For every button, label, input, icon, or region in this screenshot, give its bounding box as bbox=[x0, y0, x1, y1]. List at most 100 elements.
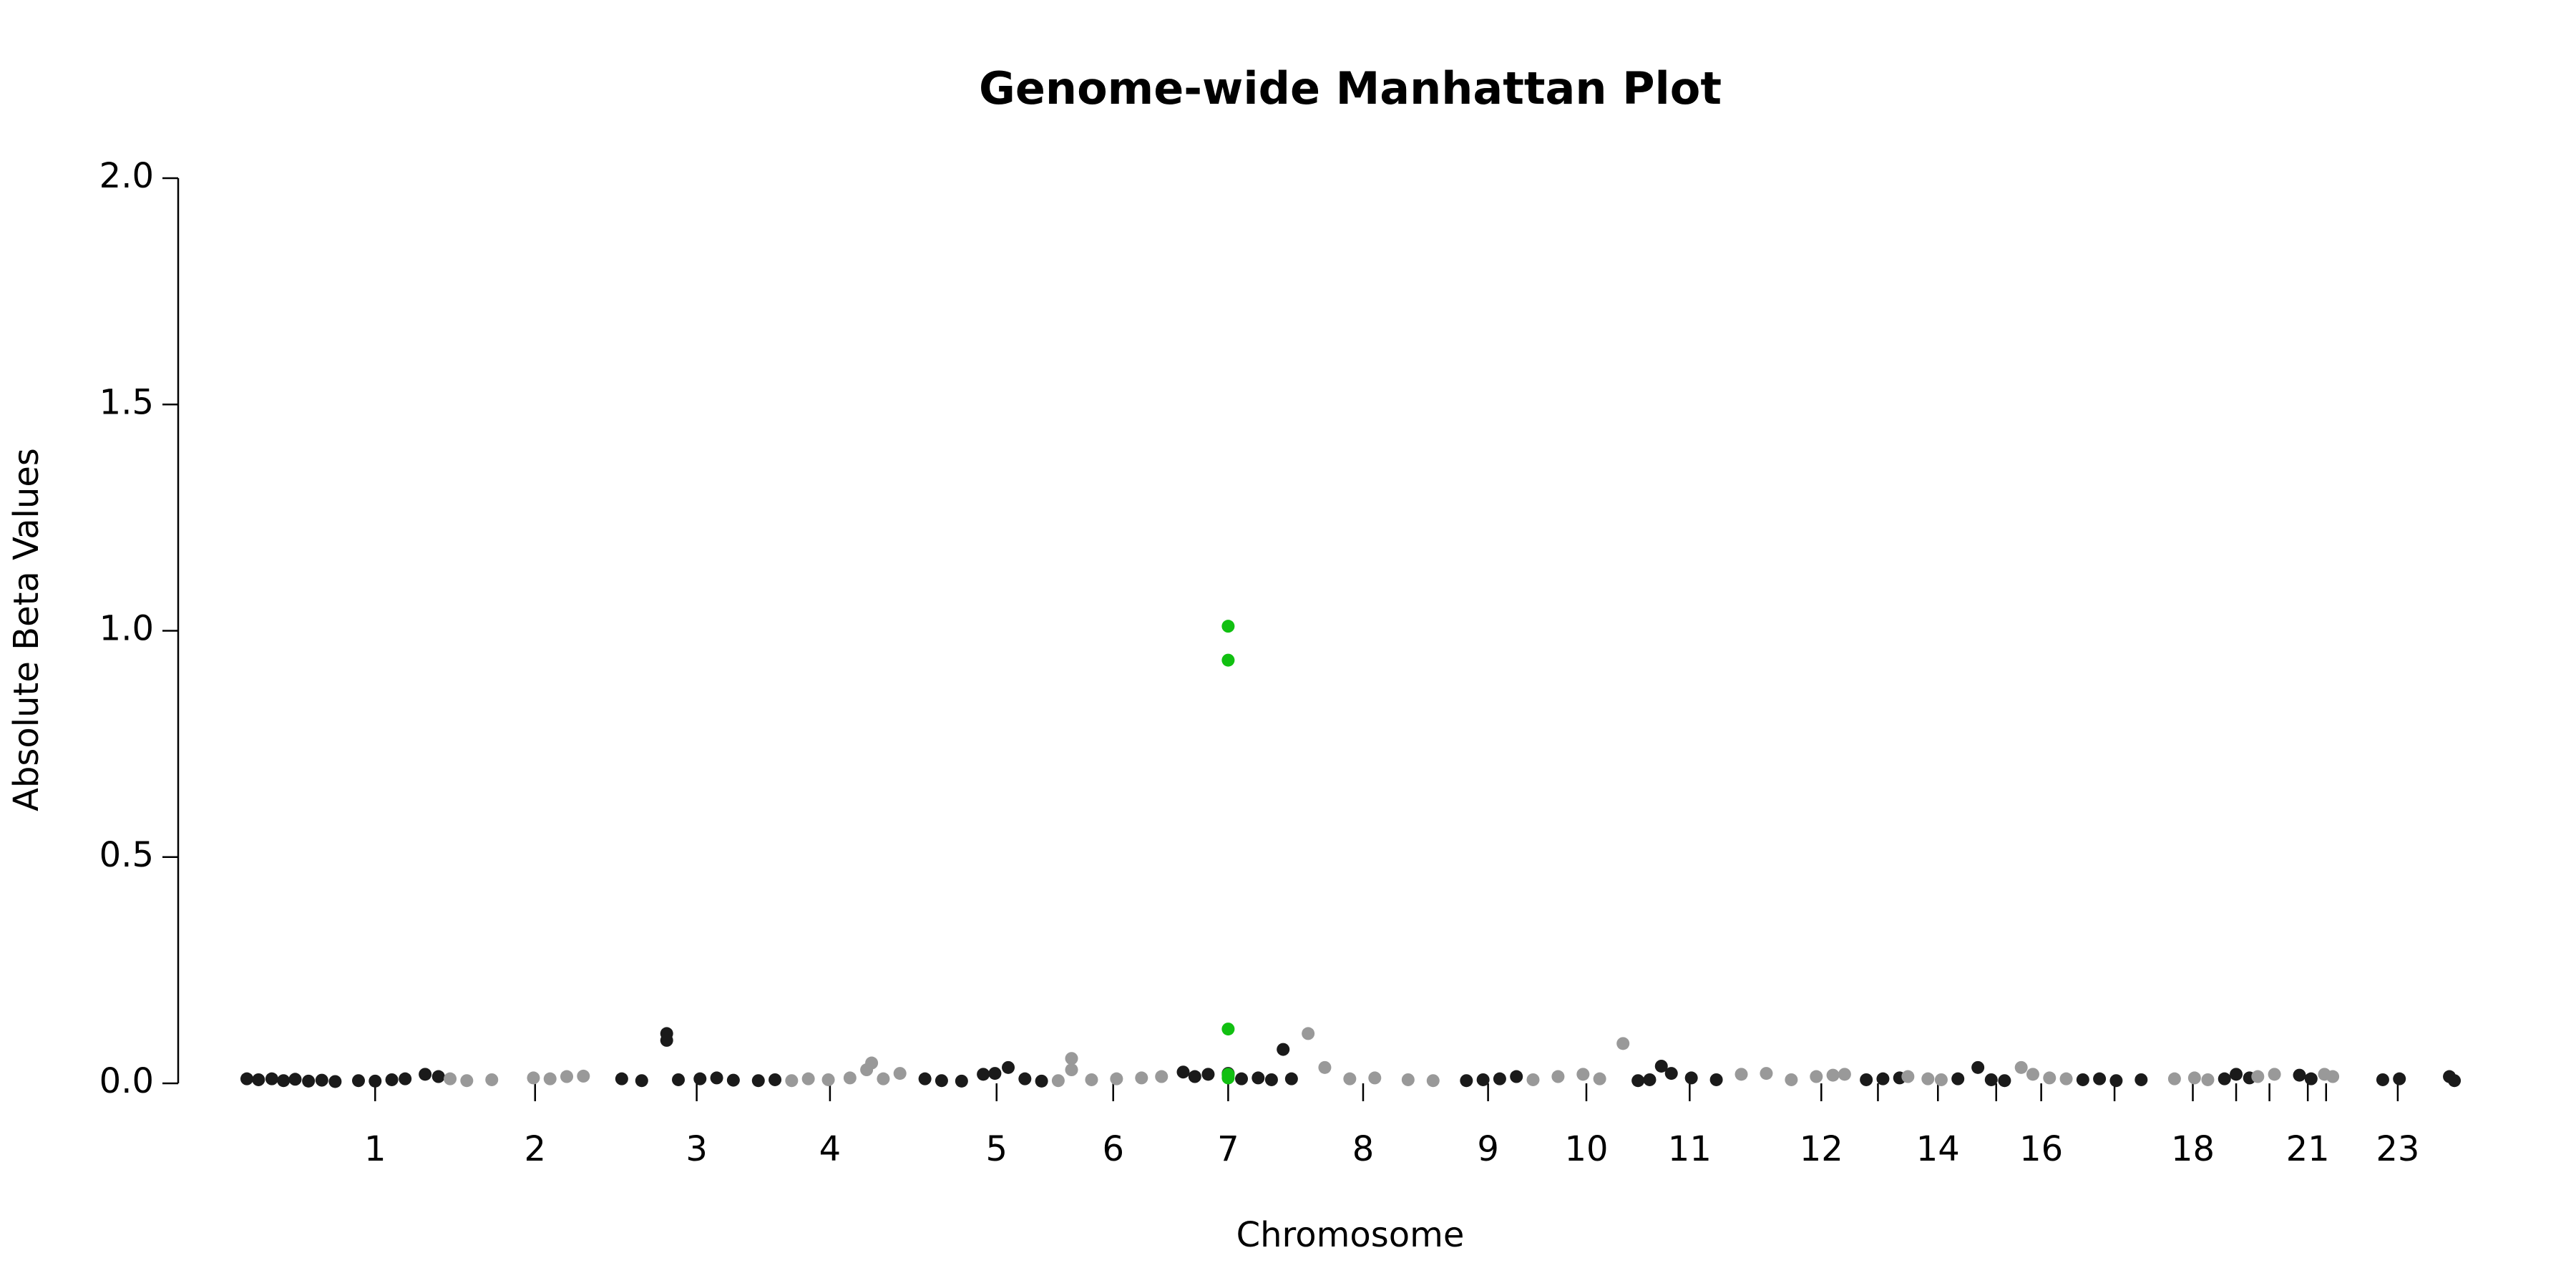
point bbox=[2043, 1071, 2057, 1085]
point bbox=[302, 1074, 316, 1088]
point bbox=[288, 1073, 302, 1086]
point bbox=[351, 1074, 365, 1088]
point bbox=[635, 1074, 648, 1088]
point bbox=[1176, 1065, 1190, 1079]
point bbox=[1785, 1073, 1798, 1086]
point bbox=[2326, 1070, 2340, 1083]
point bbox=[1252, 1071, 1265, 1085]
point bbox=[1493, 1072, 1506, 1085]
point bbox=[1654, 1059, 1668, 1073]
point bbox=[1343, 1072, 1357, 1085]
point bbox=[1460, 1074, 1473, 1088]
y-tick-label: 0.0 bbox=[99, 1061, 154, 1101]
point bbox=[240, 1072, 253, 1085]
x-tick-label: 7 bbox=[1217, 1129, 1239, 1169]
point bbox=[2076, 1073, 2089, 1086]
point bbox=[1085, 1073, 1098, 1086]
point bbox=[1035, 1074, 1048, 1088]
point bbox=[2167, 1072, 2181, 1085]
point bbox=[399, 1072, 412, 1085]
point bbox=[419, 1068, 432, 1081]
point bbox=[2026, 1068, 2039, 1081]
point bbox=[1998, 1074, 2011, 1088]
point bbox=[865, 1056, 879, 1070]
point bbox=[560, 1070, 574, 1083]
point bbox=[1876, 1072, 1890, 1085]
point bbox=[1510, 1070, 1523, 1083]
x-tick-label: 18 bbox=[2171, 1129, 2215, 1169]
point bbox=[265, 1072, 278, 1085]
point bbox=[821, 1073, 835, 1086]
point bbox=[1065, 1063, 1078, 1077]
point bbox=[988, 1067, 1002, 1080]
point bbox=[1110, 1072, 1123, 1085]
point bbox=[977, 1068, 990, 1081]
point bbox=[1709, 1073, 1723, 1086]
point bbox=[1826, 1068, 1840, 1082]
point bbox=[1201, 1068, 1215, 1081]
point bbox=[843, 1071, 857, 1085]
point bbox=[672, 1073, 686, 1086]
x-tick-label: 6 bbox=[1102, 1129, 1124, 1169]
point bbox=[1284, 1072, 1298, 1085]
point bbox=[485, 1073, 499, 1086]
x-tick-label: 16 bbox=[2019, 1129, 2063, 1169]
x-tick-label: 14 bbox=[1916, 1129, 1960, 1169]
point bbox=[1810, 1070, 1823, 1083]
point bbox=[1934, 1073, 1948, 1086]
y-tick-label: 0.5 bbox=[99, 835, 154, 875]
point bbox=[315, 1073, 328, 1087]
point bbox=[660, 1033, 673, 1047]
point bbox=[1576, 1068, 1590, 1081]
point bbox=[1155, 1070, 1169, 1083]
point bbox=[2393, 1072, 2406, 1085]
point bbox=[1616, 1037, 1630, 1050]
point bbox=[543, 1072, 557, 1085]
point bbox=[1735, 1068, 1748, 1081]
point bbox=[2059, 1072, 2073, 1085]
point bbox=[1221, 1068, 1235, 1081]
point bbox=[1643, 1073, 1657, 1086]
point bbox=[431, 1070, 445, 1083]
point bbox=[1302, 1027, 1315, 1040]
point bbox=[385, 1073, 399, 1086]
point bbox=[751, 1074, 765, 1088]
point bbox=[918, 1072, 932, 1085]
point bbox=[2293, 1068, 2306, 1082]
point bbox=[1593, 1072, 1606, 1085]
point bbox=[1971, 1060, 1985, 1074]
point bbox=[1221, 1023, 1235, 1036]
x-tick-label: 12 bbox=[1800, 1129, 1843, 1169]
point bbox=[1426, 1074, 1440, 1088]
point bbox=[935, 1074, 948, 1088]
point bbox=[328, 1075, 342, 1088]
point bbox=[1684, 1071, 1698, 1085]
x-tick-label: 1 bbox=[364, 1129, 386, 1169]
y-tick-label: 2.0 bbox=[99, 156, 154, 196]
point bbox=[1984, 1073, 1998, 1086]
point bbox=[1551, 1070, 1565, 1083]
x-tick-label: 11 bbox=[1668, 1129, 1712, 1169]
point bbox=[527, 1071, 540, 1085]
point bbox=[2187, 1071, 2201, 1085]
point bbox=[577, 1069, 590, 1083]
point bbox=[1051, 1074, 1065, 1088]
point bbox=[1065, 1052, 1078, 1065]
point bbox=[615, 1072, 628, 1085]
point bbox=[2230, 1068, 2243, 1081]
point bbox=[2014, 1060, 2028, 1074]
point bbox=[1838, 1068, 1851, 1081]
point bbox=[1526, 1073, 1540, 1086]
point bbox=[1188, 1070, 1201, 1083]
point bbox=[2218, 1072, 2231, 1085]
point bbox=[710, 1071, 723, 1085]
y-tick-label: 1.0 bbox=[99, 609, 154, 649]
point bbox=[785, 1074, 799, 1088]
point bbox=[1760, 1067, 1773, 1080]
y-axis-label: Absolute Beta Values bbox=[6, 448, 47, 811]
x-tick-label: 21 bbox=[2286, 1129, 2330, 1169]
point bbox=[2304, 1072, 2318, 1085]
point bbox=[444, 1072, 457, 1085]
